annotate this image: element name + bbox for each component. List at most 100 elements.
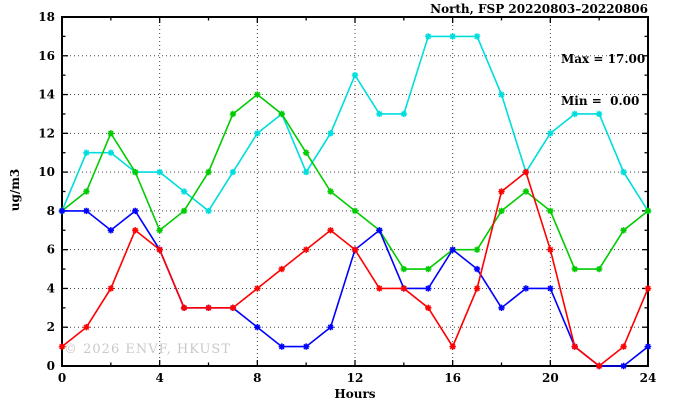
series-blue-marker (449, 246, 456, 253)
y-tick-label: 8 (47, 204, 55, 218)
series-cyan-marker (205, 207, 212, 215)
series-blue-marker (473, 265, 481, 273)
series-cyan-marker (473, 33, 481, 40)
series-green-marker (107, 130, 115, 137)
series-green-marker (400, 265, 408, 273)
series-red-marker (205, 304, 212, 312)
x-tick-label: 16 (444, 371, 461, 385)
x-tick-label: 20 (542, 371, 559, 385)
y-tick-label: 6 (47, 243, 55, 257)
series-cyan-marker (351, 71, 359, 79)
x-tick-label: 8 (253, 371, 261, 385)
series-cyan-marker (620, 168, 627, 176)
series-green-marker (620, 227, 627, 234)
y-tick-label: 14 (38, 88, 55, 102)
series-blue-marker (254, 324, 261, 331)
series-red-marker (229, 304, 237, 312)
y-tick-label: 16 (38, 49, 55, 63)
series-cyan-marker (180, 188, 188, 195)
series-green-marker (522, 188, 530, 195)
y-tick-label: 2 (47, 320, 55, 334)
series-red-marker (132, 227, 139, 234)
series-red-marker (327, 227, 334, 234)
series-blue-marker (278, 343, 285, 350)
series-cyan-marker (327, 130, 334, 137)
series-green-marker (571, 265, 578, 273)
series-red-marker (180, 304, 188, 312)
series-cyan-marker (595, 110, 603, 118)
x-tick-label: 4 (155, 371, 163, 385)
series-blue-marker (107, 227, 115, 234)
series-red-marker (58, 343, 66, 350)
series-cyan-marker (376, 110, 383, 118)
series-cyan-marker (156, 168, 163, 176)
series-green-marker (473, 246, 481, 253)
x-tick-label: 12 (347, 371, 364, 385)
series-cyan-marker (400, 110, 408, 118)
y-tick-label: 12 (38, 126, 55, 140)
series-red-marker (351, 246, 359, 253)
series-red-marker (498, 188, 505, 195)
y-tick-label: 4 (47, 281, 55, 295)
series-green-marker (327, 188, 334, 195)
series-red-marker (400, 285, 408, 292)
watermark: © 2026 ENVF, HKUST (64, 342, 231, 357)
series-cyan-marker (254, 130, 261, 137)
series-blue-marker (620, 362, 627, 370)
series-blue-marker (522, 285, 530, 292)
series-green-marker (547, 207, 554, 215)
series-green-marker (205, 168, 212, 176)
y-tick-label: 10 (38, 165, 55, 179)
series-green-marker (254, 91, 261, 98)
series-cyan-marker (571, 110, 578, 118)
series-blue-marker (498, 304, 505, 312)
series-red-marker (620, 343, 627, 350)
min-value-label: Min = 0.00 (561, 94, 640, 108)
series-red-marker (254, 285, 261, 292)
series-blue-marker (132, 207, 139, 215)
series-cyan-marker (425, 33, 432, 40)
series-blue-marker (83, 207, 90, 215)
series-cyan-marker (547, 130, 554, 137)
series-blue-marker (376, 227, 383, 234)
series-red-marker (83, 324, 90, 331)
series-red-marker (595, 362, 603, 370)
series-blue-marker (302, 343, 310, 350)
y-tick-label: 0 (47, 359, 55, 373)
series-blue-marker (644, 343, 652, 350)
series-green-marker (229, 110, 237, 118)
series-red-marker (547, 246, 554, 253)
series-cyan-marker (229, 168, 237, 176)
series-blue-marker (58, 207, 66, 215)
series-cyan-marker (83, 149, 90, 156)
series-red-marker (156, 246, 163, 253)
x-tick-label: 24 (640, 371, 657, 385)
y-tick-label: 18 (38, 10, 55, 24)
series-red-marker (302, 246, 310, 253)
series-blue-marker (547, 285, 554, 292)
y-axis-title: ug/m3 (8, 168, 22, 212)
series-green-marker (498, 207, 505, 215)
series-red-marker (473, 285, 481, 292)
series-green-marker (132, 168, 139, 176)
series-red-marker (571, 343, 578, 350)
series-green-marker (644, 207, 652, 215)
chart-title: North, FSP 20220803–20220806 (430, 2, 648, 16)
series-blue-marker (327, 324, 334, 331)
series-cyan-marker (498, 91, 505, 98)
max-value-label: Max = 17.00 (561, 52, 646, 66)
series-cyan-marker (302, 168, 310, 176)
series-green-marker (595, 265, 603, 273)
x-axis-title: Hours (334, 387, 376, 401)
series-red-marker (425, 304, 432, 312)
stats-annotation: Max = 17.00 Min = 0.00 (561, 24, 645, 136)
series-red-marker (644, 285, 652, 292)
series-green-marker (351, 207, 359, 215)
series-red-marker (278, 265, 285, 273)
series-red-marker (449, 343, 456, 350)
series-green-marker (180, 207, 188, 215)
series-cyan-marker (107, 149, 115, 156)
series-red-marker (522, 168, 530, 176)
